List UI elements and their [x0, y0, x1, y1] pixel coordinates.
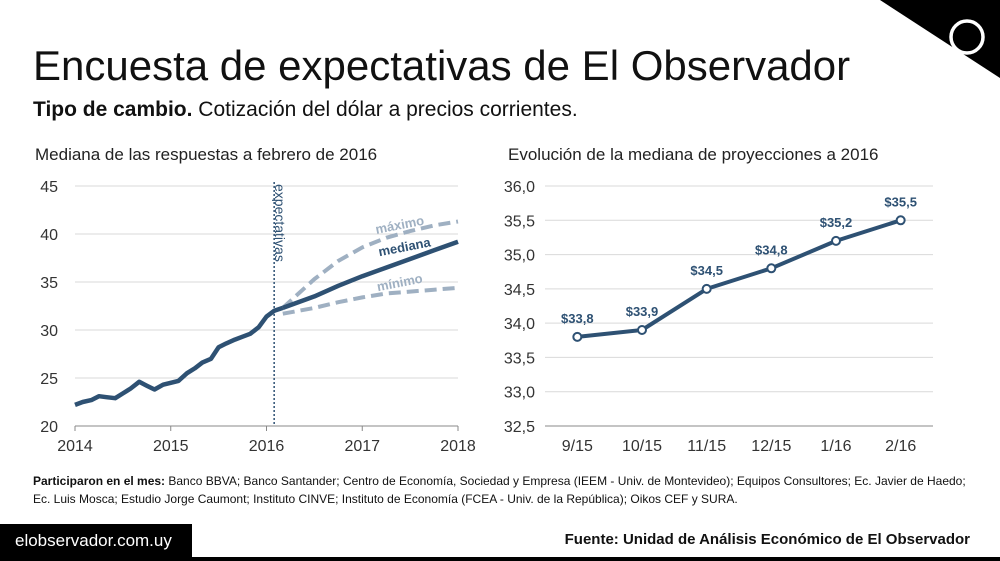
data-label: $34,5: [690, 263, 723, 278]
right-y-tick-label: 33,0: [504, 385, 535, 402]
right-y-tick-label: 33,5: [504, 350, 535, 367]
series-line-mediana: [282, 239, 459, 311]
data-point: [637, 325, 647, 335]
right-chart: 32,5 33,0 33,5 34,0 34,5 35,0 35,5 36,0 9/15 10/1…: [504, 179, 933, 455]
participants-note: Participaron en el mes: Banco BBVA; Banc…: [33, 472, 973, 508]
circle-logo-icon: [949, 19, 985, 55]
right-chart-title: Evolución de la mediana de proyecciones …: [508, 145, 879, 164]
right-y-tick-label: 32,5: [504, 419, 535, 436]
right-y-tick-label: 35,5: [504, 213, 535, 230]
right-y-tick-label: 35,0: [504, 248, 535, 265]
participants-label: Participaron en el mes:: [33, 474, 166, 488]
left-x-tick-label: 2016: [249, 438, 285, 455]
left-y-tick-label: 20: [40, 419, 58, 436]
left-x-tick-label: 2018: [440, 438, 476, 455]
data-point: [572, 331, 583, 342]
page-subtitle: Tipo de cambio. Cotización del dólar a p…: [33, 98, 578, 122]
left-y-tick-label: 30: [40, 323, 58, 340]
data-label: $34,8: [755, 242, 788, 257]
participants-text: Banco BBVA; Banco Santander; Centro de E…: [33, 474, 966, 506]
header-corner-band: [880, 0, 1000, 78]
footer-divider: [192, 557, 1000, 561]
right-y-tick-label: 36,0: [504, 179, 535, 196]
left-y-tick-label: 40: [40, 227, 58, 244]
right-x-tick-label: 2/16: [885, 438, 916, 455]
expectations-label: expectativas: [272, 184, 288, 262]
left-y-tick-label: 25: [40, 371, 58, 388]
right-x-tick-label: 9/15: [562, 438, 593, 455]
footer-site-link[interactable]: elobservador.com.uy: [15, 531, 172, 550]
data-label: $33,9: [626, 304, 659, 319]
series-line-minimo: [282, 285, 459, 316]
series-line-historico: [74, 305, 284, 408]
data-point: [895, 215, 906, 226]
series-line-mediana-proyeccion: [577, 218, 902, 339]
left-y-tick-label: 35: [40, 275, 58, 292]
left-chart: 20 25 30 35 40 45 2014 2015 2016 2017 2018 expectat…: [40, 179, 476, 455]
right-x-tick-label: 1/16: [820, 438, 851, 455]
data-label: $35,5: [884, 194, 917, 209]
data-point: [701, 283, 712, 294]
page-title: Encuesta de expectativas de El Observado…: [33, 42, 851, 89]
right-y-tick-label: 34,0: [504, 316, 535, 333]
left-chart-title: Mediana de las respuestas a febrero de 2…: [35, 145, 378, 164]
subtitle-text: Cotización del dólar a precios corriente…: [192, 98, 578, 121]
right-x-tick-label: 11/15: [687, 438, 726, 455]
subtitle-bold: Tipo de cambio.: [33, 98, 193, 121]
left-y-tick-label: 45: [40, 179, 58, 196]
right-x-tick-label: 12/15: [751, 438, 791, 455]
source-note: Fuente: Unidad de Análisis Económico de …: [564, 531, 970, 548]
right-x-tick-label: 10/15: [622, 438, 662, 455]
left-x-tick-label: 2015: [153, 438, 189, 455]
right-y-tick-label: 34,5: [504, 282, 535, 299]
data-label: $35,2: [820, 215, 853, 230]
footer-site-tab: elobservador.com.uy: [0, 524, 192, 561]
left-x-tick-label: 2014: [57, 438, 93, 455]
left-x-tick-label: 2017: [344, 438, 380, 455]
data-label: $33,8: [561, 311, 594, 326]
data-point: [831, 235, 841, 246]
data-point: [766, 263, 777, 274]
series-line-maximo: [281, 219, 459, 310]
